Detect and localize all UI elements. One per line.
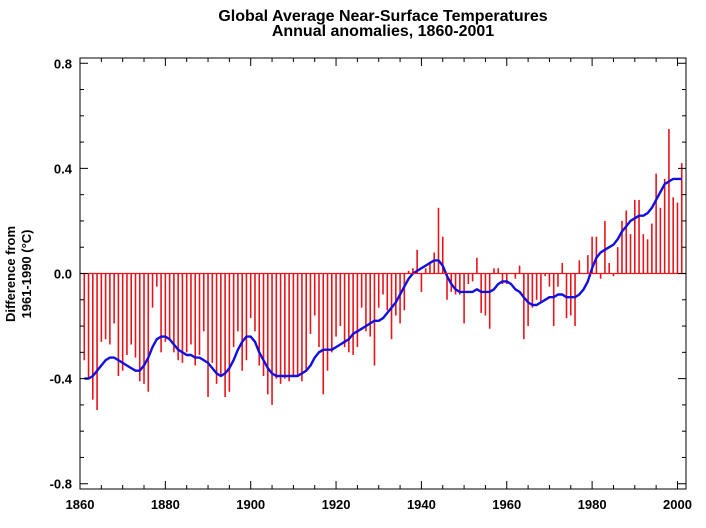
x-tick-label: 1900 xyxy=(236,497,265,512)
x-tick-label: 1880 xyxy=(151,497,180,512)
y-tick-label: -0.4 xyxy=(50,372,73,387)
x-tick-label: 1980 xyxy=(578,497,607,512)
y-axis-label: 1961-1990 (°C) xyxy=(19,229,34,318)
y-tick-label: 0.0 xyxy=(54,267,72,282)
y-tick-label: 0.4 xyxy=(54,161,73,176)
labels-layer: 1860 1880 1900 1920 1940 1960 1980 2000 0.8 0.4 0.… xyxy=(3,56,692,512)
y-axis-label: Difference from xyxy=(3,226,18,322)
x-tick-label: 1960 xyxy=(492,497,521,512)
chart-subtitle: Annual anomalies, 1860-2001 xyxy=(271,23,495,40)
x-tick-label: 2000 xyxy=(663,497,692,512)
bars-layer xyxy=(83,128,683,411)
y-tick-label: 0.8 xyxy=(54,56,72,71)
axes-layer xyxy=(79,57,687,490)
smoothed-line xyxy=(84,177,682,380)
x-tick-label: 1940 xyxy=(407,497,436,512)
line-layer xyxy=(84,177,682,380)
y-tick-label: -0.8 xyxy=(50,477,72,492)
chart-title: Global Average Near-Surface Temperatures xyxy=(218,8,548,25)
x-tick-label: 1920 xyxy=(322,497,351,512)
x-tick-label: 1860 xyxy=(66,497,95,512)
